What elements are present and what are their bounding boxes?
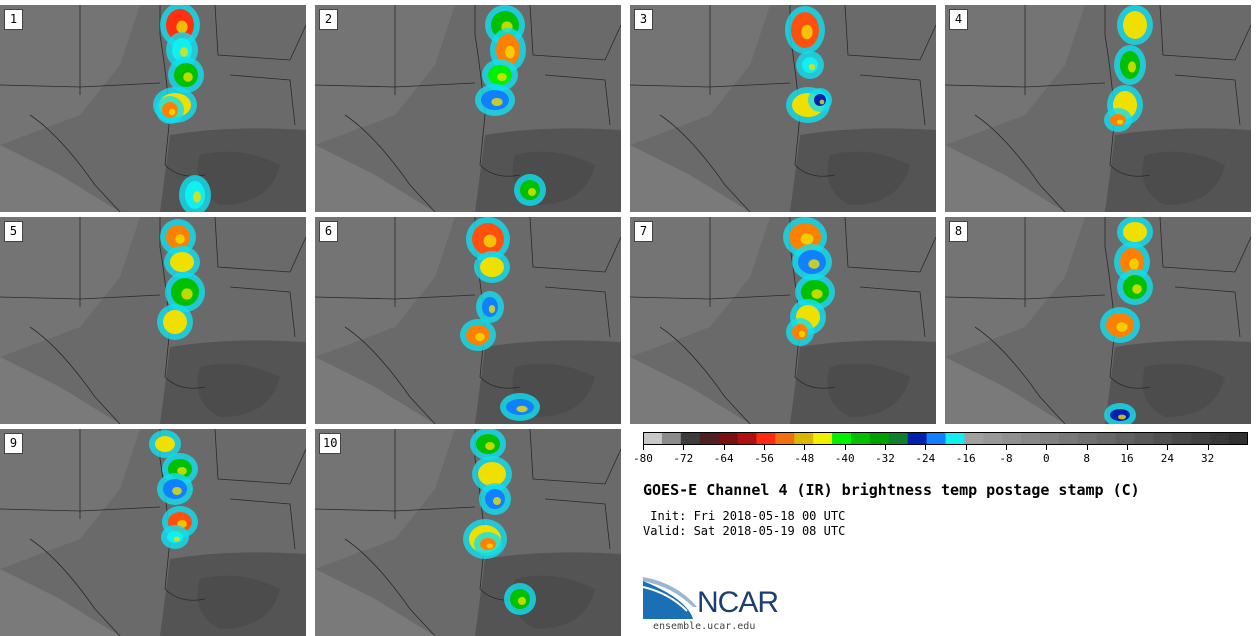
figure-title: GOES-E Channel 4 (IR) brightness temp po… bbox=[643, 481, 1140, 499]
colorbar-swatch bbox=[945, 432, 965, 445]
colorbar-tick-mark bbox=[764, 445, 765, 450]
colorbar-tick-mark bbox=[1207, 445, 1209, 450]
ncar-logo-text: NCAR bbox=[697, 586, 779, 619]
colorbar-tick-mark bbox=[925, 445, 927, 450]
colorbar-swatch bbox=[964, 432, 984, 445]
colorbar-tick-label: -80 bbox=[633, 452, 653, 465]
colorbar-tick-label: -32 bbox=[875, 452, 895, 465]
colorbar-swatch bbox=[718, 432, 739, 445]
colorbar-ticks: -80 -72 -64 -56 -48 -40 -32 -24 -16 -8 0 8 16 24 32 bbox=[633, 445, 1248, 467]
map-panel: 9 bbox=[0, 429, 306, 636]
colorbar-tick-label: -56 bbox=[754, 452, 774, 465]
colorbar-swatch bbox=[1021, 432, 1041, 445]
colorbar-tick-mark bbox=[1046, 445, 1048, 450]
map-panel: 10 bbox=[315, 429, 621, 636]
colorbar-swatch bbox=[1153, 432, 1173, 445]
colorbar-tick-mark bbox=[804, 445, 806, 450]
colorbar-tick-label: -64 bbox=[713, 452, 734, 465]
colorbar-swatch bbox=[1191, 432, 1211, 445]
panel-number: 2 bbox=[319, 9, 338, 30]
panel-number: 4 bbox=[949, 9, 968, 30]
colorbar-tick-label: 16 bbox=[1120, 452, 1134, 465]
colorbar-swatch bbox=[699, 432, 720, 445]
map-panel: 2 bbox=[315, 5, 621, 212]
colorbar-tick-mark bbox=[1006, 445, 1007, 450]
colorbar-tick-mark bbox=[1086, 445, 1088, 450]
colorbar-swatch bbox=[832, 432, 852, 445]
colorbar-swatch bbox=[1229, 432, 1248, 445]
colorbar-swatch bbox=[1040, 432, 1060, 445]
panel-number: 7 bbox=[634, 221, 653, 242]
panel-number: 8 bbox=[949, 221, 968, 242]
map-panel: 8 bbox=[945, 217, 1251, 424]
panel-number: 3 bbox=[634, 9, 653, 30]
colorbar-swatch bbox=[643, 432, 663, 445]
colorbar-swatch bbox=[1096, 432, 1117, 445]
colorbar-tick-label: -40 bbox=[834, 452, 855, 465]
colorbar-swatch bbox=[907, 432, 928, 445]
colorbar-swatch bbox=[1058, 432, 1079, 445]
colorbar-tick-mark bbox=[1167, 445, 1169, 450]
colorbar-tick-label: -8 bbox=[999, 452, 1013, 465]
colorbar-swatch bbox=[1134, 432, 1154, 445]
colorbar-tick-mark bbox=[1127, 445, 1128, 450]
map-panel: 6 bbox=[315, 217, 621, 424]
map-panel: 7 bbox=[630, 217, 936, 424]
colorbar-tick-label: -16 bbox=[955, 452, 976, 465]
colorbar-swatch bbox=[1172, 432, 1192, 445]
colorbar-tick-label: 8 bbox=[1083, 452, 1090, 465]
colorbar-swatch bbox=[756, 432, 776, 445]
colorbar-swatch bbox=[1115, 432, 1136, 445]
colorbar-tick-mark bbox=[844, 445, 846, 450]
colorbar-swatch bbox=[1002, 432, 1022, 445]
panel-number: 6 bbox=[319, 221, 338, 242]
colorbar-swatch bbox=[813, 432, 833, 445]
colorbar-swatch bbox=[775, 432, 795, 445]
colorbar-tick-label: -24 bbox=[915, 452, 936, 465]
panel-number: 10 bbox=[319, 433, 342, 454]
colorbar-tick-mark bbox=[683, 445, 685, 450]
colorbar-swatch bbox=[983, 432, 1003, 445]
ncar-logo bbox=[643, 577, 697, 619]
panel-number: 5 bbox=[4, 221, 23, 242]
colorbar-tick-label: 32 bbox=[1201, 452, 1215, 465]
init-time: Init: Fri 2018-05-18 00 UTC bbox=[643, 509, 846, 523]
colorbar-swatch bbox=[680, 432, 701, 445]
colorbar-tick-mark bbox=[643, 445, 644, 450]
colorbar-swatch bbox=[850, 432, 871, 445]
colorbar bbox=[643, 432, 1248, 445]
colorbar-swatch bbox=[926, 432, 946, 445]
colorbar-swatch bbox=[1077, 432, 1098, 445]
colorbar-swatch bbox=[1210, 432, 1230, 445]
colorbar-tick-label: -72 bbox=[673, 452, 694, 465]
colorbar-swatch bbox=[737, 432, 757, 445]
colorbar-swatch bbox=[794, 432, 814, 445]
colorbar-tick-mark bbox=[965, 445, 967, 450]
valid-time: Valid: Sat 2018-05-19 08 UTC bbox=[643, 524, 846, 538]
colorbar-tick-mark bbox=[885, 445, 886, 450]
colorbar-tick-mark bbox=[723, 445, 725, 450]
colorbar-swatch bbox=[661, 432, 682, 445]
map-panel: 4 bbox=[945, 5, 1251, 212]
logo-url: ensemble.ucar.edu bbox=[653, 621, 756, 632]
map-panel: 5 bbox=[0, 217, 306, 424]
colorbar-tick-label: 0 bbox=[1043, 452, 1050, 465]
panel-number: 1 bbox=[4, 9, 23, 30]
panel-number: 9 bbox=[4, 433, 23, 454]
colorbar-swatch bbox=[888, 432, 909, 445]
map-panel: 1 bbox=[0, 5, 306, 212]
colorbar-tick-label: -48 bbox=[794, 452, 815, 465]
map-panel: 3 bbox=[630, 5, 936, 212]
colorbar-tick-label: 24 bbox=[1160, 452, 1174, 465]
colorbar-swatch bbox=[869, 432, 890, 445]
